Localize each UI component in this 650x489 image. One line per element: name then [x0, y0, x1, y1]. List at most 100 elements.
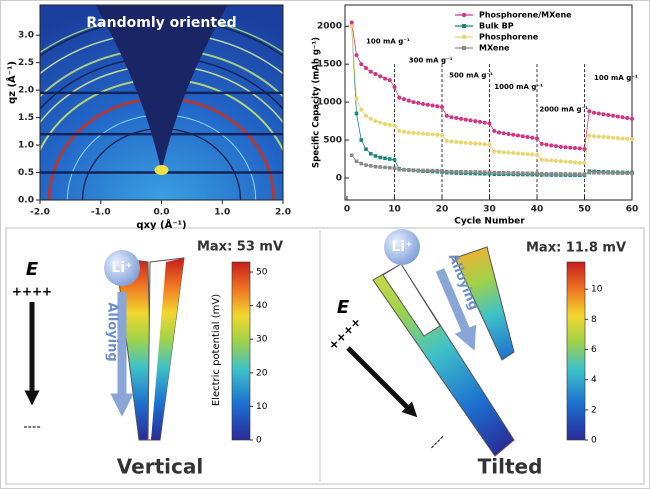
- data-point: [497, 130, 501, 135]
- data-point: [558, 144, 563, 149]
- data-point: [577, 146, 582, 151]
- data-point: [530, 171, 535, 176]
- data-point: [449, 115, 454, 120]
- alloying-arrow: [435, 268, 477, 351]
- max-label: Max: 53 mV: [197, 240, 283, 255]
- data-point: [506, 150, 511, 155]
- data-point: [444, 169, 449, 174]
- data-point: [573, 146, 577, 151]
- data-point: [487, 142, 492, 147]
- data-point: [416, 100, 421, 105]
- data-point: [506, 131, 511, 136]
- data-point: [611, 135, 615, 140]
- data-point: [444, 138, 449, 143]
- data-point: [463, 170, 468, 174]
- data-point: [516, 171, 520, 175]
- data-point: [387, 157, 392, 161]
- process-label: Alloying: [105, 302, 120, 361]
- x-tick-label: 30: [483, 205, 496, 215]
- data-point: [473, 141, 478, 146]
- data-point: [501, 150, 506, 155]
- x-tick-label: 50: [578, 205, 591, 215]
- y-tick-label: 1.5: [18, 113, 34, 123]
- data-point: [611, 113, 615, 118]
- data-point: [587, 133, 592, 138]
- tilted-diagram: E ++++ ---- Li⁺ Alloying Tilted Max: 11.…: [325, 229, 626, 479]
- data-point: [516, 151, 520, 156]
- data-point: [501, 131, 506, 136]
- data-point: [435, 104, 440, 109]
- x-tick-label: 10: [388, 205, 401, 215]
- colorbar-tick-label: 8: [591, 315, 597, 325]
- data-point: [535, 152, 539, 157]
- data-point: [454, 116, 459, 121]
- data-point: [577, 160, 582, 165]
- legend-label: MXene: [479, 44, 510, 53]
- y-axis-label: qz (Å⁻¹): [5, 61, 18, 104]
- data-point: [582, 160, 587, 165]
- data-point: [349, 153, 354, 158]
- data-point: [549, 143, 554, 148]
- data-point: [402, 129, 406, 134]
- data-point: [397, 95, 402, 100]
- data-point: [463, 117, 468, 122]
- data-point: [620, 115, 625, 120]
- colorbar-tick-label: 10: [256, 402, 268, 412]
- data-point: [383, 156, 387, 161]
- data-point: [421, 168, 425, 173]
- data-point: [630, 171, 634, 176]
- data-point: [492, 170, 497, 175]
- data-point: [582, 147, 587, 152]
- data-point: [364, 113, 368, 118]
- plus-charges: ++++: [12, 285, 52, 299]
- data-point: [544, 142, 549, 147]
- data-point: [383, 122, 387, 127]
- data-point: [511, 150, 516, 155]
- colorbar-tick-label: 30: [256, 335, 268, 345]
- colorbar-tick-label: 0: [591, 436, 597, 446]
- data-point: [511, 132, 516, 137]
- data-point: [435, 132, 440, 137]
- colorbar-tick-label: 10: [591, 285, 603, 295]
- legend-label: Bulk BP: [479, 22, 514, 31]
- data-point: [492, 149, 497, 154]
- legend-label: Phosphorene: [479, 33, 539, 42]
- data-point: [473, 170, 478, 174]
- data-point: [478, 119, 482, 124]
- y-axis-label: Specific Capacity (mAh g⁻¹): [312, 37, 322, 168]
- data-point: [378, 74, 383, 79]
- data-point: [516, 133, 520, 138]
- data-point: [568, 145, 573, 150]
- colorbar: [231, 261, 251, 441]
- data-point: [359, 107, 364, 112]
- data-point: [373, 72, 378, 77]
- data-point: [354, 96, 359, 101]
- rate-annotation: 1000 mA g⁻¹: [494, 83, 543, 91]
- colorbar-tick-label: 40: [256, 301, 268, 311]
- data-point: [435, 168, 440, 173]
- data-point: [440, 133, 444, 138]
- data-point: [539, 157, 544, 162]
- data-point: [416, 168, 421, 173]
- data-point: [425, 131, 430, 136]
- data-point: [554, 172, 558, 176]
- data-point: [373, 119, 378, 124]
- rate-annotation: 2000 mA g⁻¹: [539, 106, 588, 114]
- data-point: [615, 114, 620, 119]
- data-point: [497, 170, 501, 175]
- data-point: [615, 171, 620, 175]
- y-tick-label: 1500: [317, 60, 342, 70]
- bar-outline: [382, 263, 441, 337]
- data-point: [501, 171, 506, 175]
- data-point: [411, 100, 416, 105]
- data-point: [397, 167, 402, 172]
- data-point: [482, 120, 487, 125]
- data-point: [549, 158, 554, 163]
- data-point: [554, 144, 558, 149]
- data-point: [568, 172, 573, 176]
- data-point: [478, 141, 482, 146]
- data-point: [354, 111, 359, 116]
- scattering-image: [40, 5, 283, 200]
- data-point: [573, 160, 577, 165]
